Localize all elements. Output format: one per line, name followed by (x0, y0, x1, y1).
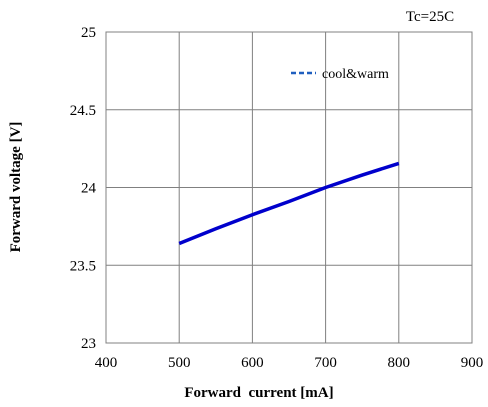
series-line-cool-warm (178, 161, 400, 246)
legend-label-cool-warm: cool&warm (322, 67, 389, 82)
x-tick-label: 500 (168, 355, 191, 371)
y-axis-title: Forward voltage [V] (8, 122, 24, 253)
x-tick-label: 800 (388, 355, 411, 371)
temperature-annotation: Tc=25C (406, 9, 454, 25)
legend: cool&warm (291, 67, 389, 82)
x-axis-title: Forward current [mA] (184, 385, 333, 401)
x-tick-labels: 400 500 600 700 800 900 (95, 355, 484, 371)
y-tick-labels: 23 23.5 24 24.5 25 (70, 25, 97, 352)
x-tick-label: 700 (314, 355, 337, 371)
plot-frame (105, 31, 473, 344)
y-tick-label: 23 (81, 336, 96, 352)
x-tick-label: 900 (461, 355, 484, 371)
series-layer (178, 161, 400, 246)
y-tick-label: 25 (81, 25, 96, 41)
x-tick-label: 600 (241, 355, 264, 371)
grid (105, 31, 473, 344)
x-tick-label: 400 (95, 355, 118, 371)
y-tick-label: 24.5 (70, 103, 96, 119)
y-tick-label: 24 (81, 181, 97, 197)
y-tick-label: 23.5 (70, 258, 96, 274)
